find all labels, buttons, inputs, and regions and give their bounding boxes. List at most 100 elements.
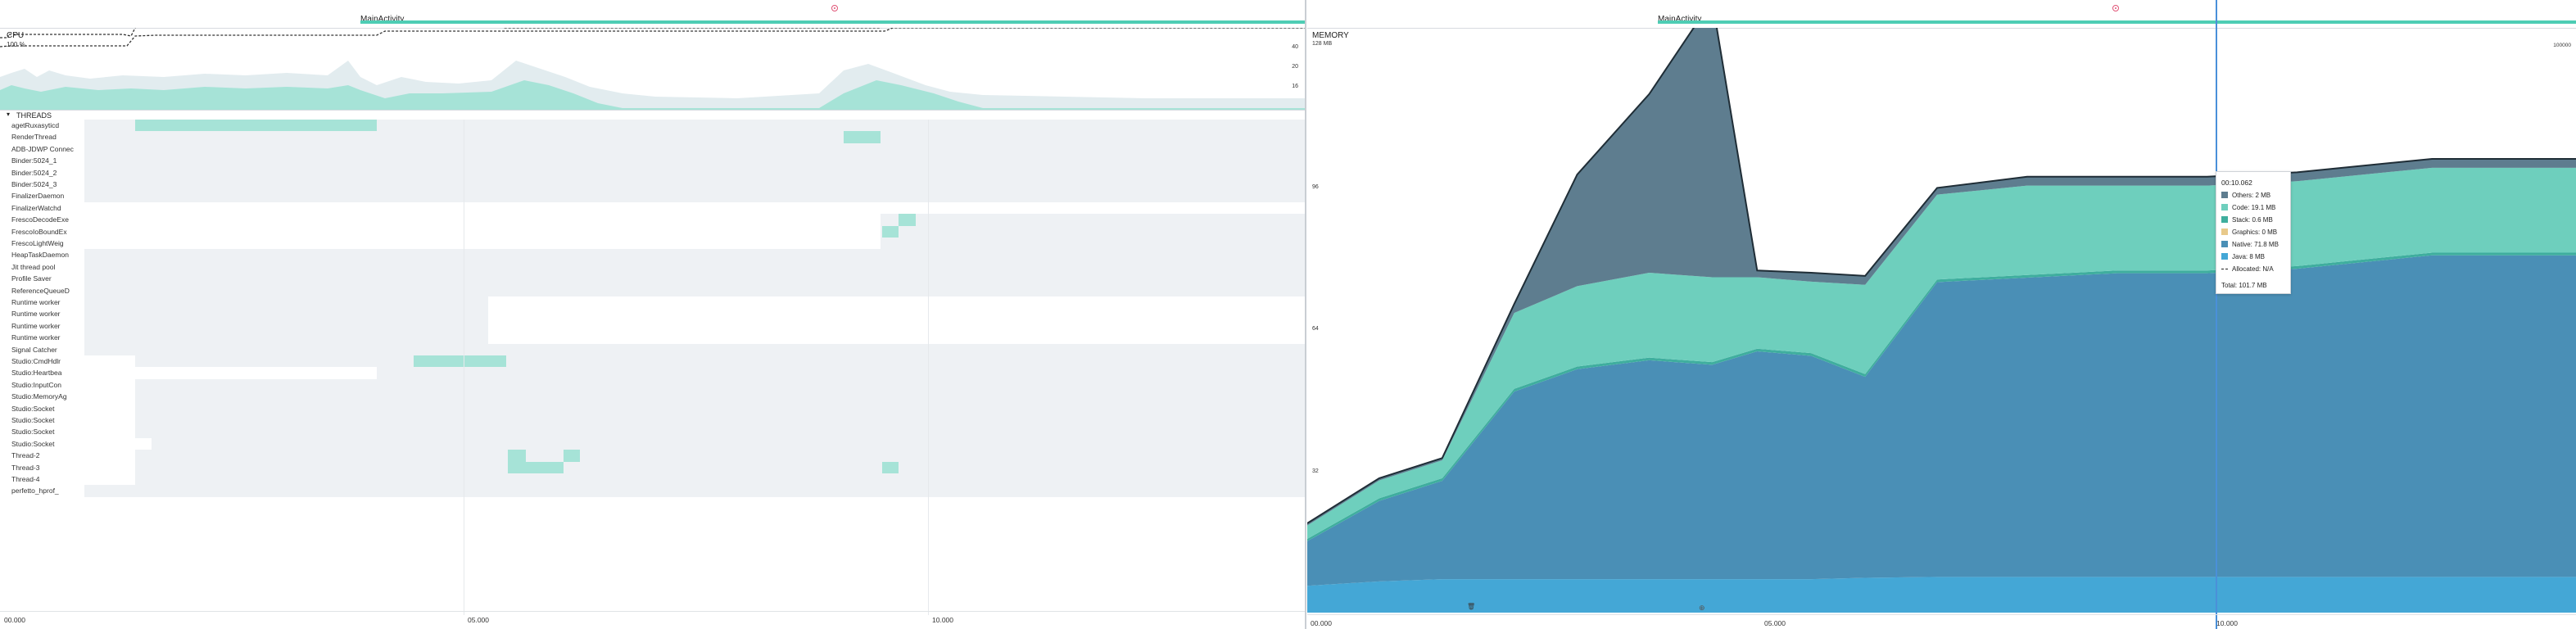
- thread-state-band[interactable]: [84, 143, 1305, 156]
- thread-running-segment[interactable]: [508, 461, 564, 473]
- thread-row[interactable]: Runtime worker: [0, 308, 1305, 320]
- thread-state-band[interactable]: [84, 260, 1305, 274]
- thread-row[interactable]: Studio:InputCon: [0, 378, 1305, 391]
- thread-sleeping-segment[interactable]: [84, 378, 135, 391]
- thread-state-band[interactable]: [84, 485, 1305, 497]
- thread-row[interactable]: Binder:5024_1: [0, 155, 1305, 167]
- thread-row[interactable]: Thread-3: [0, 461, 1305, 473]
- thread-sleeping-segment[interactable]: [84, 367, 377, 379]
- thread-sleeping-segment[interactable]: [488, 319, 1305, 333]
- thread-state-band[interactable]: [84, 450, 1305, 462]
- memory-usage-chart[interactable]: [1307, 28, 2576, 614]
- thread-state-band[interactable]: [84, 437, 1305, 450]
- user-event-icon[interactable]: [831, 5, 838, 11]
- thread-row[interactable]: perfetto_hprof_: [0, 485, 1305, 497]
- thread-sleeping-segment[interactable]: [84, 461, 135, 473]
- thread-state-band[interactable]: [84, 166, 1305, 179]
- thread-row[interactable]: RenderThread: [0, 131, 1305, 143]
- thread-state-band[interactable]: [84, 402, 1305, 414]
- thread-state-band[interactable]: [84, 343, 1305, 355]
- thread-row[interactable]: Runtime worker: [0, 296, 1305, 309]
- collapse-icon[interactable]: ▾: [7, 111, 11, 118]
- thread-row[interactable]: ReferenceQueueD: [0, 284, 1305, 296]
- thread-sleeping-segment[interactable]: [84, 391, 135, 403]
- thread-row[interactable]: FinalizerWatchd: [0, 201, 1305, 215]
- thread-sleeping-segment[interactable]: [488, 296, 1305, 309]
- thread-state-band[interactable]: [84, 284, 1305, 296]
- thread-row[interactable]: FrescoDecodeExe: [0, 214, 1305, 226]
- thread-row[interactable]: Studio:MemoryAg: [0, 391, 1305, 403]
- thread-row[interactable]: Studio:CmdHdlr: [0, 355, 1305, 368]
- thread-running-segment[interactable]: [899, 214, 916, 226]
- cpu-profiler-pane[interactable]: MainActivity CPU 100 % 40 20 16 ▾ THREAD…: [0, 0, 1306, 629]
- thread-row[interactable]: Profile Saver: [0, 273, 1305, 285]
- thread-state-band[interactable]: [84, 273, 1305, 285]
- thread-row[interactable]: Studio:Socket: [0, 426, 1305, 438]
- thread-state-band[interactable]: [84, 319, 1305, 333]
- threads-header[interactable]: ▾ THREADS: [0, 110, 1305, 120]
- thread-sleeping-segment[interactable]: [84, 355, 135, 368]
- thread-state-band[interactable]: [84, 131, 1305, 143]
- thread-state-band[interactable]: [84, 414, 1305, 427]
- thread-sleeping-segment[interactable]: [84, 238, 881, 250]
- thread-row[interactable]: Binder:5024_3: [0, 179, 1305, 191]
- thread-running-segment[interactable]: [135, 120, 377, 132]
- user-event-icon[interactable]: [2112, 5, 2119, 11]
- cpu-usage-chart[interactable]: [0, 28, 1305, 110]
- thread-state-band[interactable]: [84, 155, 1305, 167]
- thread-running-segment[interactable]: [882, 461, 899, 473]
- thread-running-segment[interactable]: [414, 355, 506, 368]
- thread-row[interactable]: FinalizerDaemon: [0, 190, 1305, 202]
- thread-row[interactable]: Jit thread pool: [0, 260, 1305, 274]
- thread-row[interactable]: FrescoLightWeig: [0, 238, 1305, 250]
- thread-state-band[interactable]: [84, 214, 1305, 226]
- thread-sleeping-segment[interactable]: [488, 308, 1305, 320]
- cpu-activity-bar[interactable]: MainActivity: [0, 0, 1305, 29]
- thread-state-band[interactable]: [84, 473, 1305, 486]
- thread-state-band[interactable]: [84, 426, 1305, 438]
- thread-state-band[interactable]: [84, 391, 1305, 403]
- thread-sleeping-segment[interactable]: [84, 225, 881, 238]
- thread-state-band[interactable]: [84, 378, 1305, 391]
- thread-state-band[interactable]: [84, 225, 1305, 238]
- thread-sleeping-segment[interactable]: [84, 473, 135, 486]
- thread-row[interactable]: Studio:Socket: [0, 414, 1305, 427]
- thread-row[interactable]: Studio:Socket: [0, 402, 1305, 414]
- thread-row[interactable]: Thread-4: [0, 473, 1305, 486]
- thread-row[interactable]: agetRuxasyticd: [0, 120, 1305, 132]
- thread-sleeping-segment[interactable]: [84, 450, 135, 462]
- thread-sleeping-segment[interactable]: [84, 402, 135, 414]
- thread-running-segment[interactable]: [564, 450, 580, 462]
- thread-row[interactable]: HeapTaskDaemon: [0, 249, 1305, 261]
- thread-row[interactable]: Studio:Socket: [0, 437, 1305, 450]
- thread-row[interactable]: FrescoIoBoundEx: [0, 225, 1305, 238]
- thread-row[interactable]: Runtime worker: [0, 332, 1305, 344]
- thread-sleeping-segment[interactable]: [84, 437, 152, 450]
- memory-profiler-pane[interactable]: MainActivity MEMORY 128 MB 96 64 32 1000…: [1307, 0, 2576, 629]
- memory-activity-bar[interactable]: MainActivity: [1307, 0, 2576, 29]
- gc-event-icon[interactable]: 🗑: [1467, 603, 1476, 610]
- thread-state-band[interactable]: [84, 461, 1305, 473]
- thread-row[interactable]: Binder:5024_2: [0, 166, 1305, 179]
- thread-state-band[interactable]: [84, 238, 1305, 250]
- thread-row[interactable]: Signal Catcher: [0, 343, 1305, 355]
- thread-state-band[interactable]: [84, 308, 1305, 320]
- thread-state-band[interactable]: [84, 355, 1305, 368]
- thread-row[interactable]: Studio:Heartbea: [0, 367, 1305, 379]
- timeline-cursor[interactable]: [2216, 0, 2217, 629]
- thread-state-band[interactable]: [84, 367, 1305, 379]
- thread-state-band[interactable]: [84, 179, 1305, 191]
- thread-sleeping-segment[interactable]: [84, 201, 1305, 215]
- thread-row[interactable]: Runtime worker: [0, 319, 1305, 333]
- thread-state-band[interactable]: [84, 120, 1305, 132]
- thread-state-band[interactable]: [84, 296, 1305, 309]
- thread-running-segment[interactable]: [844, 131, 881, 143]
- thread-running-segment[interactable]: [882, 225, 899, 238]
- thread-state-band[interactable]: [84, 249, 1305, 261]
- thread-sleeping-segment[interactable]: [84, 214, 881, 226]
- thread-sleeping-segment[interactable]: [84, 426, 135, 438]
- thread-sleeping-segment[interactable]: [84, 414, 135, 427]
- thread-row[interactable]: ADB-JDWP Connec: [0, 143, 1305, 156]
- thread-row[interactable]: Thread-2: [0, 450, 1305, 462]
- thread-sleeping-segment[interactable]: [488, 332, 1305, 344]
